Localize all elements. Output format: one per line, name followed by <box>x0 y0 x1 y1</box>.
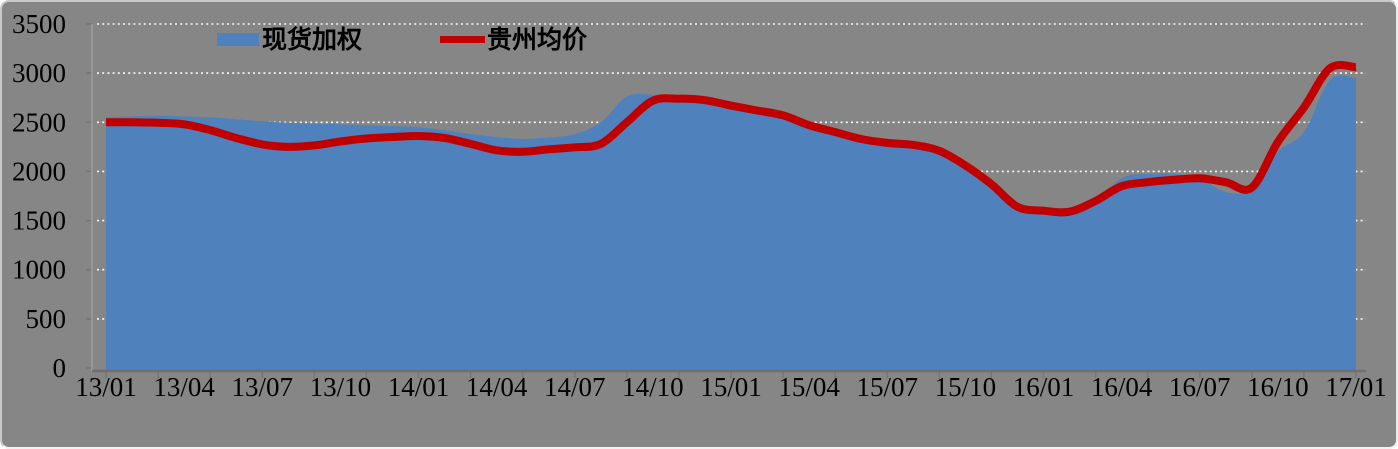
line-swatch-icon <box>440 36 486 43</box>
series-line-guizhou-avg <box>105 61 1357 217</box>
x-axis-label: 14/04 <box>466 372 528 402</box>
series-area-spot-weighted <box>106 75 1356 372</box>
x-axis-label: 13/04 <box>153 372 215 402</box>
y-axis-label: 2500 <box>12 107 66 137</box>
legend-item-guizhou-avg: 贵州均价 <box>440 26 587 53</box>
area-swatch-icon <box>217 33 259 46</box>
x-axis-label: 17/01 <box>1325 372 1387 402</box>
x-axis-label: 15/04 <box>778 372 840 402</box>
legend-item-spot-weighted: 现货加权 <box>217 26 362 53</box>
y-axis-label: 1500 <box>12 206 66 236</box>
x-axis-label: 13/10 <box>310 372 372 402</box>
x-axis-label: 15/07 <box>857 372 919 402</box>
y-axis-label: 500 <box>26 304 67 334</box>
x-axis-label: 14/07 <box>544 372 606 402</box>
legend: 现货加权 贵州均价 <box>217 26 587 53</box>
x-axis-label: 13/01 <box>75 372 137 402</box>
legend-label-spot-weighted: 现货加权 <box>262 25 363 54</box>
x-axis-label: 14/10 <box>622 372 684 402</box>
y-axis-label: 3000 <box>12 58 66 88</box>
x-axis-label: 14/01 <box>388 372 450 402</box>
y-axis-label: 0 <box>53 353 67 383</box>
y-axis-label: 2000 <box>12 156 66 186</box>
x-axis-label: 15/01 <box>700 372 762 402</box>
legend-label-guizhou-avg: 贵州均价 <box>487 25 588 54</box>
x-axis-label: 16/04 <box>1091 372 1153 402</box>
x-axis-label: 16/01 <box>1013 372 1075 402</box>
y-axis-label: 3500 <box>12 9 66 39</box>
x-axis-label: 16/07 <box>1169 372 1231 402</box>
y-axis-label: 1000 <box>12 255 66 285</box>
x-axis-label: 15/10 <box>935 372 997 402</box>
x-axis-label: 13/07 <box>232 372 294 402</box>
x-axis-label: 16/10 <box>1247 372 1309 402</box>
